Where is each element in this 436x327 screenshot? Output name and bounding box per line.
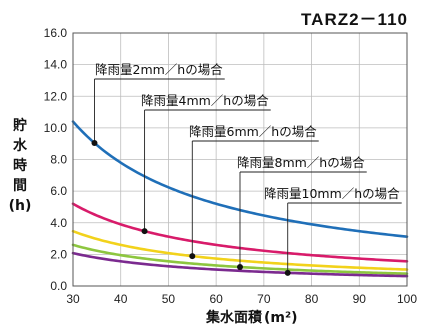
x-tick-label: 60 xyxy=(209,292,223,306)
x-tick-label: 80 xyxy=(305,292,319,306)
y-tick-label: 0.0 xyxy=(50,279,67,293)
x-tick-label: 70 xyxy=(257,292,271,306)
y-axis-label-char: (h) xyxy=(9,198,32,214)
x-tick-label: 90 xyxy=(353,292,367,306)
series-label-1: 降雨量2mm／hの場合 xyxy=(95,62,223,77)
annotation-leaders xyxy=(94,78,402,273)
y-tick-label: 16.0 xyxy=(44,26,68,40)
x-axis-unit: (m²) xyxy=(264,310,298,326)
x-tick-label: 100 xyxy=(397,292,417,306)
chart-title: TARZ2－110 xyxy=(301,10,408,29)
x-axis-label: 集水面積 xyxy=(205,309,263,326)
x-tick-label: 40 xyxy=(114,292,128,306)
x-tick-label: 30 xyxy=(66,292,80,306)
y-tick-label: 2.0 xyxy=(50,247,67,261)
y-axis-label-char: 時 xyxy=(13,157,27,174)
tick-labels: 0.0 2.0 4.0 6.0 8.0 10.0 12.0 14.0 16.0 30 40 50 60 7… xyxy=(44,26,418,306)
series-label-5: 降雨量10mm／hの場合 xyxy=(264,186,400,201)
series-marker-3 xyxy=(189,253,196,260)
y-tick-label: 4.0 xyxy=(50,216,67,230)
series-label-3: 降雨量6mm／hの場合 xyxy=(189,124,317,139)
y-tick-label: 14.0 xyxy=(44,58,68,72)
series-label-4: 降雨量8mm／hの場合 xyxy=(237,155,365,170)
plot-frame xyxy=(72,32,408,287)
x-tick-label: 50 xyxy=(162,292,176,306)
series-marker-4 xyxy=(237,264,243,271)
annotation-labels: 降雨量2mm／hの場合降雨量4mm／hの場合降雨量6mm／hの場合降雨量8mm／… xyxy=(95,62,400,201)
y-tick-label: 8.0 xyxy=(50,153,67,167)
y-axis-label-char: 間 xyxy=(13,178,27,194)
y-tick-label: 10.0 xyxy=(44,121,68,135)
y-tick-label: 12.0 xyxy=(44,89,68,103)
series-marker-1 xyxy=(91,140,98,146)
y-axis-label-char: 貯 xyxy=(13,117,27,134)
y-axis-label-char: 水 xyxy=(13,137,28,154)
series-marker-2 xyxy=(141,228,148,235)
series-markers xyxy=(91,140,291,276)
series-line-5 xyxy=(71,251,409,278)
series-label-2: 降雨量4mm／hの場合 xyxy=(141,93,269,108)
series-marker-5 xyxy=(284,269,291,276)
y-tick-label: 6.0 xyxy=(50,184,67,198)
